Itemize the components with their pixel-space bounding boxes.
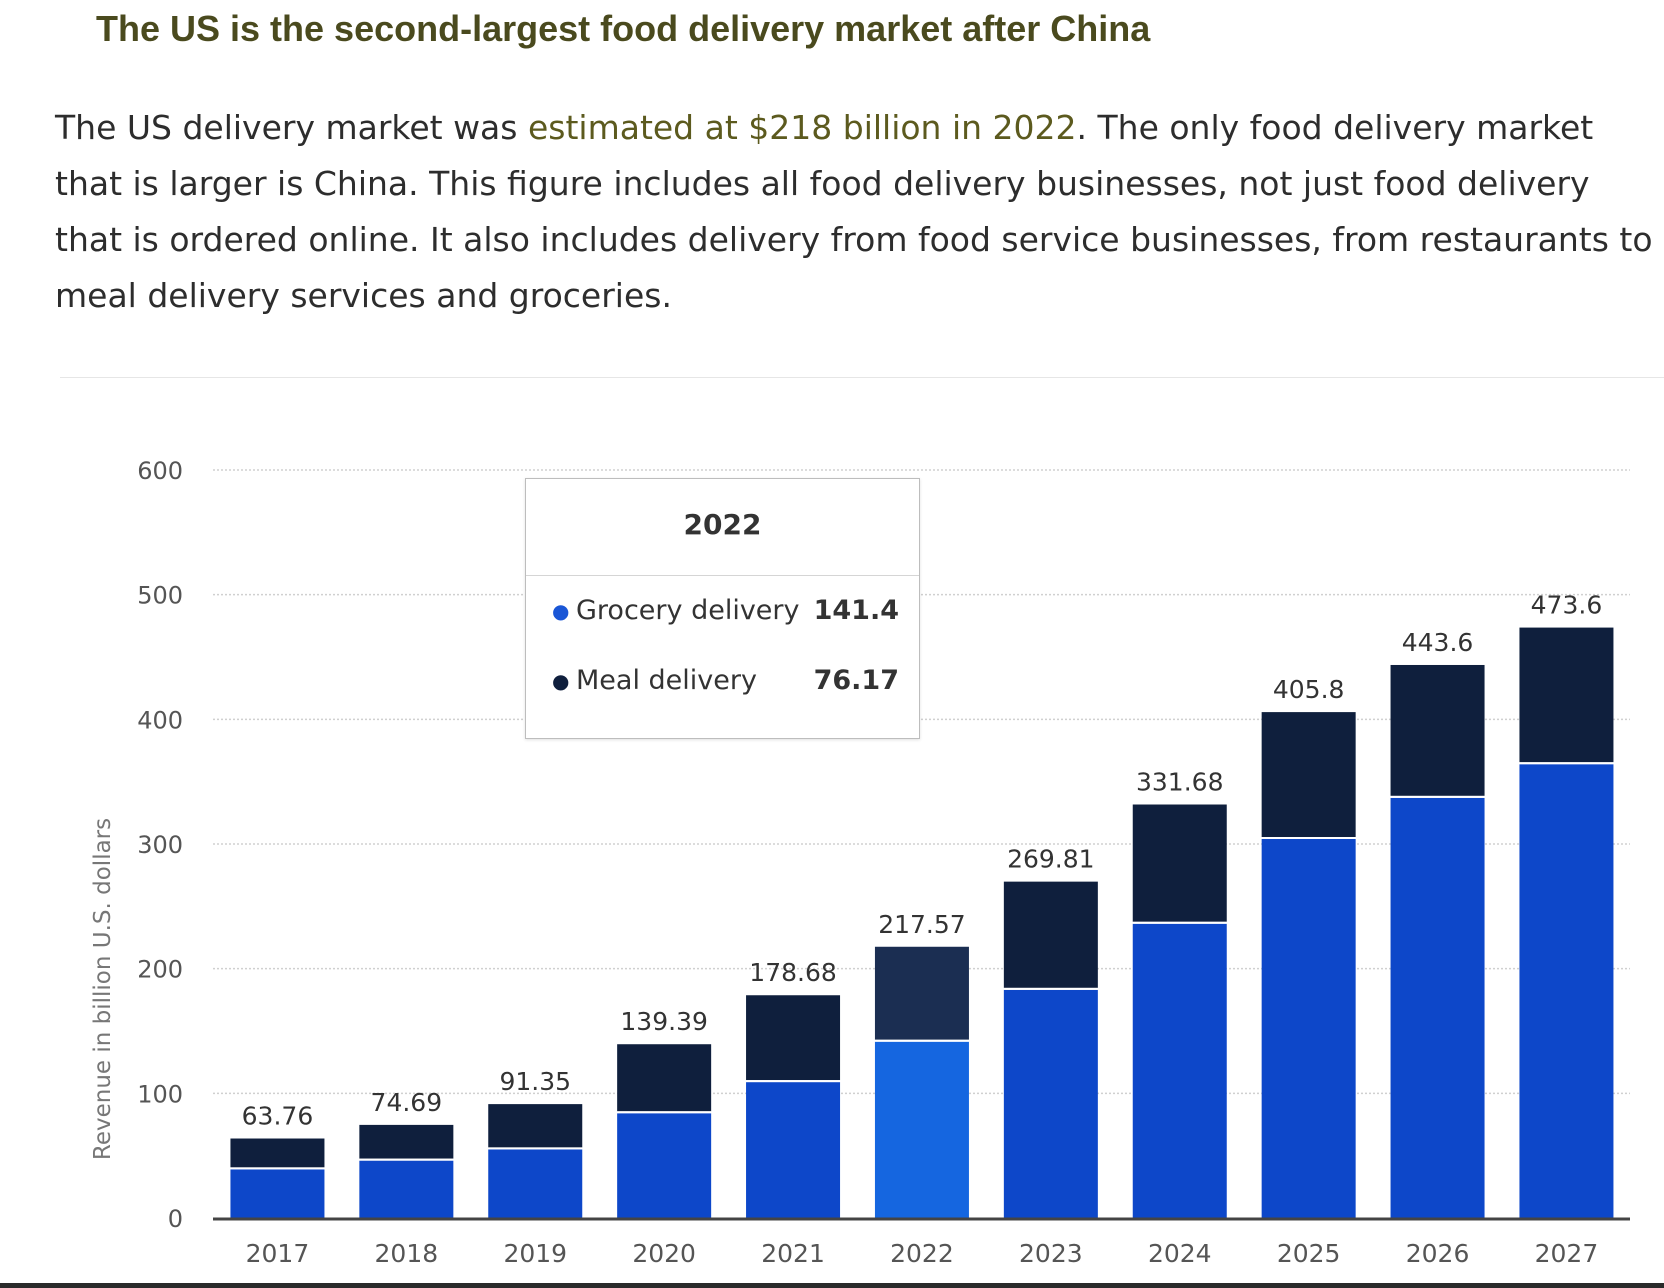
bottom-bar	[0, 1283, 1664, 1288]
bar-grocery-2024	[1132, 923, 1227, 1218]
bar-grocery-2017	[230, 1169, 325, 1218]
bar-total-label: 178.68	[749, 958, 836, 987]
bar-grocery-2022	[874, 1041, 969, 1218]
meal-dot-icon: ●	[552, 669, 570, 693]
bar-meal-2027	[1519, 627, 1614, 763]
x-tick-label: 2022	[890, 1239, 954, 1268]
bars	[230, 627, 1614, 1218]
x-tick-label: 2025	[1277, 1239, 1341, 1268]
tooltip-value: 76.17	[813, 665, 899, 696]
tooltip-label: Meal delivery	[576, 665, 757, 696]
x-tick-label: 2023	[1019, 1239, 1083, 1268]
bar-grocery-2026	[1390, 797, 1485, 1218]
bar-total-label: 331.68	[1136, 768, 1223, 797]
bar-meal-2018	[359, 1124, 454, 1159]
chart-tooltip: 2022 ● Grocery delivery 141.4 ● Meal del…	[525, 478, 920, 739]
bar-total-label: 217.57	[878, 910, 965, 939]
bar-meal-2025	[1261, 712, 1356, 838]
intro-paragraph: The US delivery market was estimated at …	[55, 100, 1655, 324]
bar-meal-2017	[230, 1138, 325, 1168]
bar-total-labels: 63.76 74.69 91.35 139.39 178.68 217.57 269.81 3…	[242, 591, 1603, 1131]
bar-meal-2021	[746, 995, 841, 1081]
y-tick-label: 0	[168, 1205, 183, 1233]
bar-meal-2020	[617, 1044, 712, 1112]
bar-meal-2022	[874, 946, 969, 1040]
tooltip-value: 141.4	[813, 595, 899, 626]
y-tick-label: 100	[137, 1080, 183, 1108]
revenue-chart: 0 100 200 300 400 500 600 Revenue in billion U…	[90, 457, 1630, 1268]
divider	[60, 377, 1664, 378]
bar-total-label: 139.39	[620, 1007, 707, 1036]
x-tick-label: 2027	[1535, 1239, 1599, 1268]
bar-meal-2024	[1132, 804, 1227, 922]
intro-text-end: . The only food delivery market that is …	[55, 108, 1653, 315]
bar-total-label: 443.6	[1402, 628, 1474, 657]
y-axis-label: Revenue in billion U.S. dollars	[90, 818, 116, 1160]
grocery-dot-icon: ●	[552, 599, 570, 623]
bar-meal-2026	[1390, 664, 1485, 796]
bar-grocery-2027	[1519, 764, 1614, 1218]
bar-total-label: 74.69	[371, 1088, 443, 1117]
bar-grocery-2018	[359, 1160, 454, 1218]
x-tick-label: 2024	[1148, 1239, 1212, 1268]
y-tick-label: 400	[137, 706, 183, 734]
bar-grocery-2025	[1261, 839, 1356, 1218]
bar-total-label: 63.76	[242, 1102, 314, 1131]
x-tick-label: 2017	[246, 1239, 310, 1268]
y-tick-label: 500	[137, 582, 183, 610]
bar-total-label: 91.35	[499, 1067, 571, 1096]
x-tick-label: 2019	[503, 1239, 567, 1268]
tooltip-row-grocery: ● Grocery delivery 141.4	[526, 576, 919, 646]
intro-link[interactable]: estimated at $218 billion in 2022	[527, 108, 1077, 147]
x-tick-label: 2021	[761, 1239, 825, 1268]
x-tick-label: 2026	[1406, 1239, 1470, 1268]
x-tick-label: 2020	[632, 1239, 696, 1268]
bar-grocery-2023	[1003, 989, 1098, 1218]
page-title: The US is the second-largest food delive…	[96, 8, 1151, 49]
bar-grocery-2020	[617, 1113, 712, 1218]
intro-text-start: The US delivery market was	[55, 108, 528, 147]
bar-meal-2019	[488, 1104, 583, 1148]
y-tick-label: 200	[137, 956, 183, 984]
bar-grocery-2021	[746, 1082, 841, 1218]
bar-total-label: 269.81	[1007, 845, 1094, 874]
bar-total-label: 473.6	[1531, 591, 1603, 620]
y-tick-label: 300	[137, 831, 183, 859]
x-axis-ticks: 2017 2018 2019 2020 2021 2022 2023 2024 2025 2026…	[246, 1239, 1599, 1268]
tooltip-row-meal: ● Meal delivery 76.17	[526, 646, 919, 716]
x-tick-label: 2018	[375, 1239, 439, 1268]
tooltip-label: Grocery delivery	[576, 595, 800, 626]
tooltip-title: 2022	[526, 479, 919, 576]
y-axis-ticks: 0 100 200 300 400 500 600	[137, 457, 183, 1233]
y-tick-label: 600	[137, 457, 183, 485]
bar-grocery-2019	[488, 1149, 583, 1218]
bar-total-label: 405.8	[1273, 675, 1345, 704]
bar-meal-2023	[1003, 881, 1098, 988]
